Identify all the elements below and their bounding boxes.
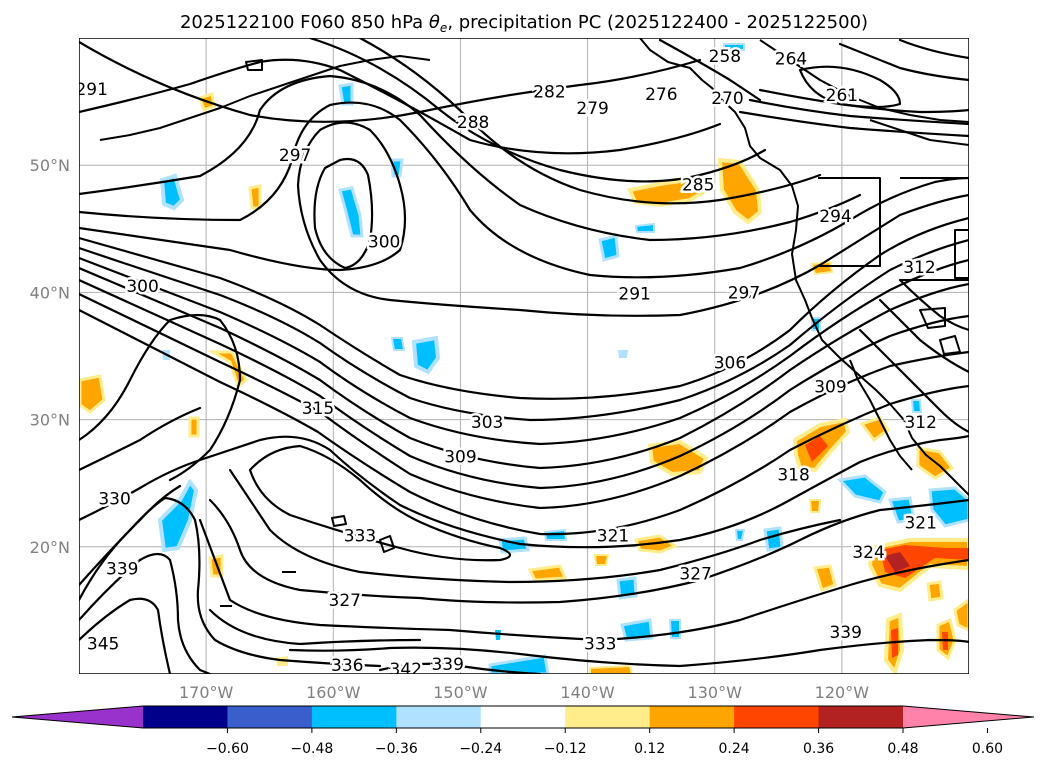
contour-label: 297: [728, 283, 760, 303]
contour-label: 264: [775, 49, 807, 69]
contour-label: 270: [711, 89, 743, 109]
colorbar-segment: [311, 706, 397, 728]
contour-label: 282: [533, 82, 565, 102]
contour-labels: 291 297 300 300 288 282 279 276 258 264 261 270 285 2…: [75, 44, 939, 680]
lon-tick-label: 140°W: [560, 683, 615, 702]
contour-label: 333: [584, 634, 616, 654]
contour-label: 333: [344, 526, 376, 546]
contour-label: 339: [829, 623, 861, 643]
precip-positive-shading: [79, 92, 969, 674]
contour-label: 303: [471, 413, 503, 433]
colorbar-tick-label: 0.36: [803, 741, 834, 757]
colorbar-tick-label: −0.12: [544, 741, 587, 757]
lon-tick-label: 150°W: [433, 683, 488, 702]
contour-label: 309: [814, 378, 846, 398]
contour-label: 321: [597, 526, 629, 546]
colorbar-segment: [143, 706, 228, 728]
contour-label: 261: [826, 86, 858, 106]
contour-label: 327: [679, 565, 711, 585]
contour-label: 300: [368, 233, 400, 253]
longitude-tick-labels: 170°W 160°W 150°W 140°W 130°W 120°W: [179, 683, 869, 702]
lat-tick-label: 30°N: [30, 411, 70, 430]
contour-label: 339: [106, 559, 138, 579]
contour-label: 312: [903, 258, 935, 278]
contour-label: 321: [904, 514, 936, 534]
colorbar-tick-label: −0.48: [290, 741, 333, 757]
contour-label: 318: [777, 465, 809, 485]
contour-label: 297: [279, 146, 311, 166]
colorbar-extend-low: [12, 706, 143, 728]
colorbar-segment: [227, 706, 313, 728]
coastlines: [99, 38, 969, 607]
colorbar-segment: [818, 706, 904, 728]
colorbar-tick-label: 0.48: [887, 741, 918, 757]
colorbar-tick-label: −0.24: [459, 741, 502, 757]
lat-tick-label: 50°N: [30, 156, 70, 175]
colorbar-tick-label: −0.36: [375, 741, 418, 757]
contour-label: 306: [714, 353, 746, 373]
lat-tick-label: 40°N: [30, 283, 70, 302]
colorbar-segment: [565, 706, 651, 728]
contour-label: 315: [302, 399, 334, 419]
theta-e-contours: [79, 38, 969, 674]
contour-label: 285: [682, 175, 714, 195]
contour-label: 339: [431, 655, 463, 675]
colorbar-tick-label: 0.12: [634, 741, 665, 757]
contour-label: 336: [331, 656, 363, 676]
colorbar-segment: [480, 706, 566, 728]
colorbar-tick-label: 0.24: [719, 741, 750, 757]
contour-label: 294: [819, 207, 851, 227]
contour-label: 342: [390, 660, 422, 680]
lon-tick-label: 160°W: [306, 683, 361, 702]
lon-tick-label: 130°W: [688, 683, 743, 702]
contour-label: 327: [329, 591, 361, 611]
chart-title: 2025122100 F060 850 hPa θe, precipitatio…: [180, 12, 868, 35]
contour-label: 345: [87, 634, 119, 654]
contour-label: 291: [75, 80, 107, 100]
contour-label: 324: [852, 543, 884, 563]
colorbar-segment: [396, 706, 482, 728]
lat-tick-label: 20°N: [30, 538, 70, 557]
colorbar: −0.60 −0.48 −0.36 −0.24 −0.12 0.12 0.24 0.36 0.4…: [11, 705, 1035, 757]
contour-label: 279: [576, 99, 608, 119]
contour-label: 276: [645, 85, 677, 105]
latitude-tick-labels: 50°N 40°N 30°N 20°N: [30, 156, 70, 557]
contour-label: 291: [618, 285, 650, 305]
colorbar-tick-label: 0.60: [972, 741, 1003, 757]
contour-label: 288: [457, 113, 489, 133]
lon-tick-label: 170°W: [179, 683, 234, 702]
map-panel: 291 297 300 300 288 282 279 276 258 264 261 270 285 2…: [75, 38, 969, 680]
contour-label: 300: [126, 277, 158, 297]
colorbar-segment: [734, 706, 820, 728]
contour-label: 309: [444, 447, 476, 467]
lon-tick-label: 120°W: [815, 683, 870, 702]
contour-label: 258: [709, 47, 741, 67]
colorbar-extend-high: [903, 706, 1034, 728]
colorbar-tick-label: −0.60: [206, 741, 249, 757]
colorbar-segment: [649, 706, 735, 728]
colorbar-outline: [11, 705, 1035, 729]
contour-label: 330: [98, 489, 130, 509]
contour-label: 312: [904, 413, 936, 433]
